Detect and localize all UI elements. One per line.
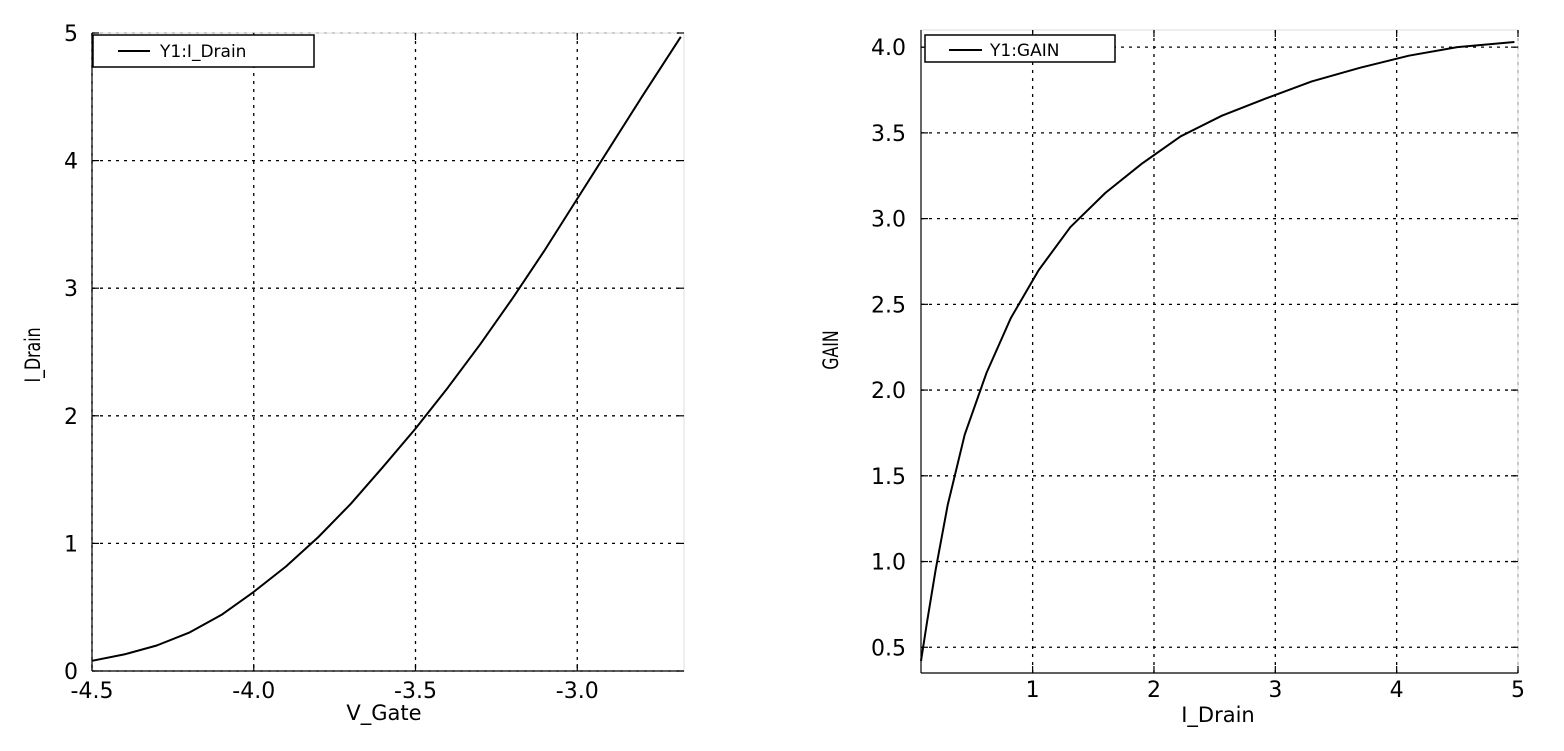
y-tick-label: 4.0 (871, 36, 906, 61)
legend: Y1:GAIN (924, 34, 1116, 63)
legend-entry: Y1:GAIN (989, 41, 1059, 61)
chart-gain-vs-i-drain: 1 2 3 4 5 0.5 1.0 1.5 2.0 2.5 3.0 3.5 4.0 Y1:GAIN I_… (820, 29, 1525, 728)
y-tick-label: 5 (64, 22, 78, 47)
x-tick-label: -4.0 (232, 679, 275, 704)
y-tick-label: 1.0 (871, 551, 906, 576)
x-tick-label: 5 (1511, 678, 1525, 703)
series-line-y1-i-drain (91, 36, 682, 662)
tick-labels: 1 2 3 4 5 0.5 1.0 1.5 2.0 2.5 3.0 3.5 4.0 (871, 36, 1525, 703)
y-tick-label: 1 (64, 532, 78, 557)
y-axis-label: GAIN (820, 330, 844, 369)
legend-box (924, 34, 1116, 63)
series-line-y1-gain (920, 41, 1515, 662)
y-tick-label: 0.5 (871, 636, 906, 661)
chart-i-drain-vs-v-gate: -4.5 -4.0 -3.5 -3.0 0 1 2 3 4 5 Y1:I_Drain V_Gate… (22, 22, 685, 726)
x-tick-label: 2 (1147, 678, 1161, 703)
grid-lines (91, 32, 684, 672)
x-tick-label: 4 (1390, 678, 1404, 703)
y-tick-label: 2.5 (871, 293, 906, 318)
plot-frame (920, 29, 1519, 674)
y-tick-label: 3 (64, 277, 78, 302)
plot-frame (91, 32, 685, 672)
y-tick-label: 2.0 (871, 379, 906, 404)
x-tick-label: -3.0 (556, 679, 599, 704)
x-axis-label: I_Drain (1181, 703, 1255, 728)
x-tick-label: 1 (1026, 678, 1040, 703)
legend: Y1:I_Drain (92, 34, 315, 68)
y-tick-label: 1.5 (871, 465, 906, 490)
tick-labels: -4.5 -4.0 -3.5 -3.0 0 1 2 3 4 5 (64, 22, 599, 704)
x-axis-label: V_Gate (346, 701, 421, 726)
axes (920, 30, 1519, 674)
y-tick-label: 3.0 (871, 208, 906, 233)
x-tick-label: -4.5 (71, 679, 114, 704)
y-tick-label: 0 (64, 660, 78, 685)
y-axis-label: I_Drain (22, 327, 46, 382)
y-tick-label: 4 (64, 150, 78, 175)
y-tick-label: 2 (64, 405, 78, 430)
x-tick-label: 3 (1268, 678, 1282, 703)
x-tick-label: -3.5 (394, 679, 437, 704)
y-tick-label: 3.5 (871, 122, 906, 147)
axes (91, 32, 684, 672)
grid-lines (921, 30, 1519, 673)
legend-entry: Y1:I_Drain (159, 42, 246, 62)
